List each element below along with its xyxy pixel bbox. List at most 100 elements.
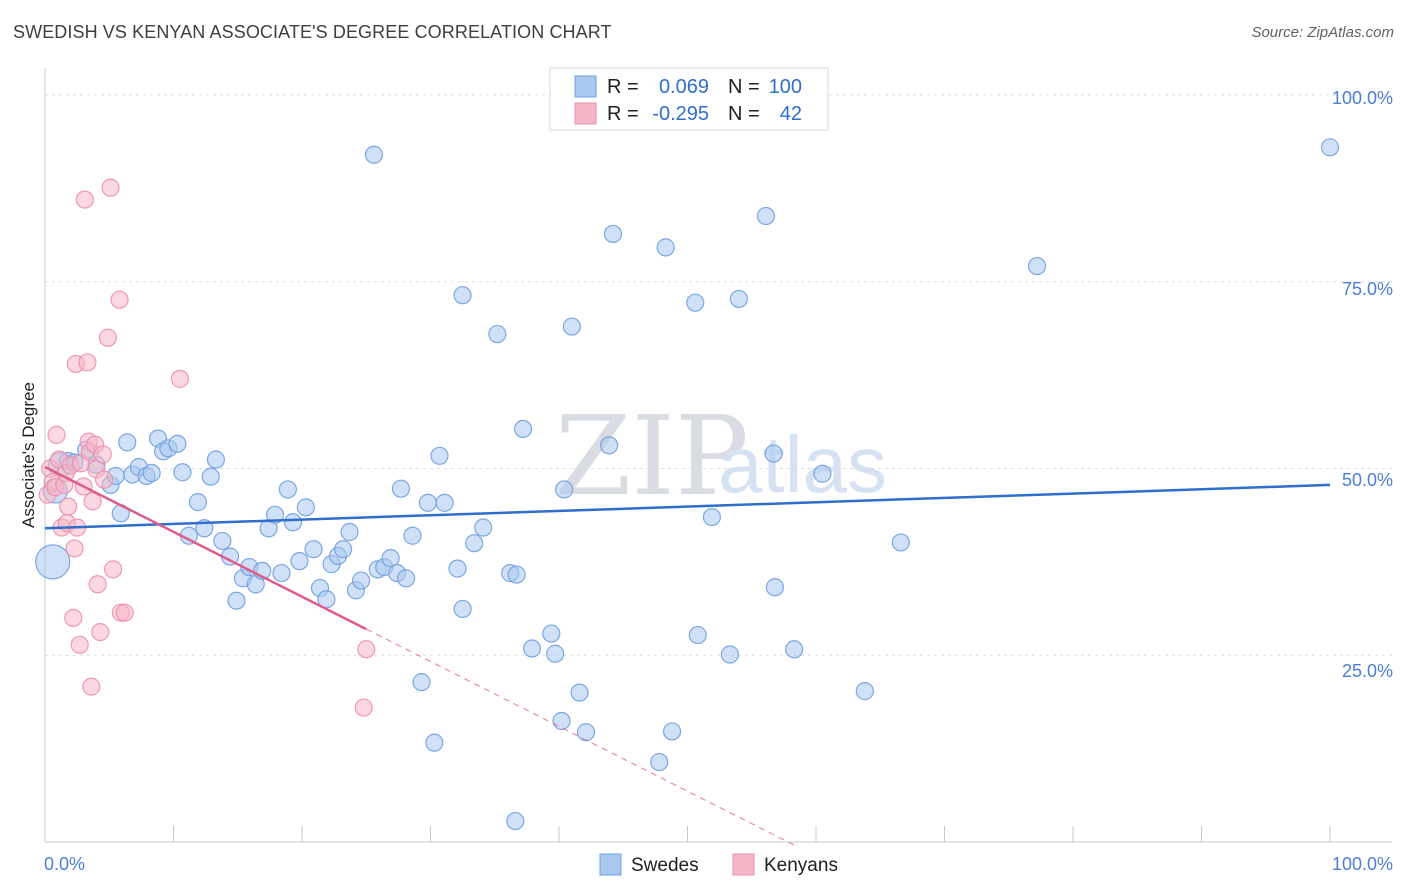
swedes-point (334, 540, 353, 559)
kenyans-point (70, 635, 89, 654)
swedes-point (522, 639, 542, 658)
swedes-point (686, 293, 705, 312)
swedes-point (272, 563, 291, 583)
swedes-point (562, 317, 581, 336)
kenyans-point (64, 608, 83, 628)
swedes-point (555, 480, 574, 499)
legend-n-label-swedes: N = (728, 76, 760, 98)
bottom-legend-label-swedes: Swedes (631, 855, 699, 876)
swedes-point (507, 565, 526, 584)
swedes-point (213, 531, 232, 551)
y-tick-label-25: 25.0% (1342, 661, 1393, 681)
series-swedes-points (35, 138, 1340, 831)
swedes-point (570, 683, 589, 702)
swedes-point (813, 464, 832, 483)
swedes-point (465, 534, 484, 553)
swedes-point (396, 569, 416, 588)
swedes-point (720, 645, 740, 664)
swedes-point (142, 463, 161, 483)
swedes-point (603, 224, 623, 244)
swedes-point (391, 479, 411, 498)
swedes-point (283, 513, 303, 532)
swedes-point (656, 238, 675, 257)
swedes-point (201, 467, 220, 486)
swedes-point (756, 206, 775, 226)
legend-n-value-swedes: 100 (769, 76, 802, 98)
swedes-point (296, 498, 315, 517)
swedes-point (488, 324, 507, 344)
swedes-point (764, 444, 783, 463)
bottom-legend-swatch-kenyans (732, 853, 755, 876)
kenyans-point (101, 178, 120, 197)
swedes-point (1027, 256, 1047, 276)
swedes-point (352, 571, 371, 590)
kenyans-point (170, 369, 190, 388)
kenyans-point (78, 353, 97, 372)
swedes-point (542, 624, 561, 643)
swedes-point (412, 673, 431, 692)
source-label: Source: ZipAtlas.com (1251, 24, 1394, 41)
y-axis-label: Associate's Degree (19, 382, 38, 528)
kenyans-point (115, 603, 134, 622)
x-tick-label-max: 100.0% (1332, 854, 1393, 874)
swedes-point (506, 811, 525, 831)
swedes-point (430, 446, 449, 465)
swedes-point (304, 540, 323, 559)
kenyans-point (83, 492, 102, 511)
trend-line-swedes (44, 483, 1331, 530)
legend-r-value-kenyans: -0.295 (652, 103, 709, 125)
swedes-point (702, 507, 722, 527)
swedes-point (168, 434, 187, 453)
kenyans-point (357, 640, 376, 659)
legend-swatch-swedes (574, 75, 597, 98)
bottom-legend-swatch-swedes (599, 853, 622, 876)
swedes-point (513, 419, 533, 439)
swedes-point (688, 625, 707, 645)
swedes-point (662, 722, 682, 741)
swedes-point (418, 493, 438, 512)
watermark: ZIP atlas (555, 392, 887, 520)
legend-r-label-kenyans: R = (607, 103, 639, 125)
legend-n-value-kenyans: 42 (780, 103, 802, 125)
kenyans-point (88, 575, 107, 594)
watermark-zip: ZIP (555, 392, 749, 520)
trend-lines (44, 465, 1331, 847)
trend-line-kenyans (44, 465, 367, 631)
y-tick-label-100: 100.0% (1332, 88, 1393, 108)
swedes-point (227, 591, 246, 610)
kenyans-point (91, 622, 110, 642)
kenyans-point (75, 190, 94, 209)
kenyans-point (104, 560, 123, 579)
x-axis-ticks (44, 826, 1331, 842)
legend-n-label-kenyans: N = (728, 103, 760, 125)
swedes-point (448, 559, 467, 578)
swedes-point (206, 450, 226, 469)
stats-legend: R = 0.069 N = 100 R = -0.295 N = 42 (549, 67, 829, 131)
trend-line-kenyans-extension (365, 628, 797, 847)
y-tick-labels: 100.0% 75.0% 50.0% 25.0% (1332, 88, 1393, 681)
swedes-point (474, 518, 493, 537)
swedes-point (785, 640, 804, 659)
swedes-point (265, 505, 285, 524)
kenyans-point (93, 445, 112, 464)
swedes-point (118, 433, 137, 452)
kenyans-point (95, 470, 114, 489)
swedes-point (650, 752, 669, 772)
swedes-point (1320, 138, 1340, 157)
kenyans-point (47, 425, 66, 444)
watermark-atlas: atlas (718, 420, 887, 509)
swedes-point (855, 682, 874, 701)
swedes-point (576, 723, 596, 742)
swedes-point (546, 644, 565, 663)
kenyans-point (59, 497, 78, 516)
swedes-point (403, 526, 422, 545)
y-tick-label-75: 75.0% (1342, 279, 1393, 299)
kenyans-point (354, 698, 373, 717)
legend-r-label-swedes: R = (607, 76, 639, 98)
swedes-point (552, 711, 571, 731)
legend-swatch-kenyans (574, 102, 597, 125)
swedes-point (765, 578, 784, 597)
swedes-point (340, 522, 359, 542)
swedes-point (35, 544, 71, 580)
